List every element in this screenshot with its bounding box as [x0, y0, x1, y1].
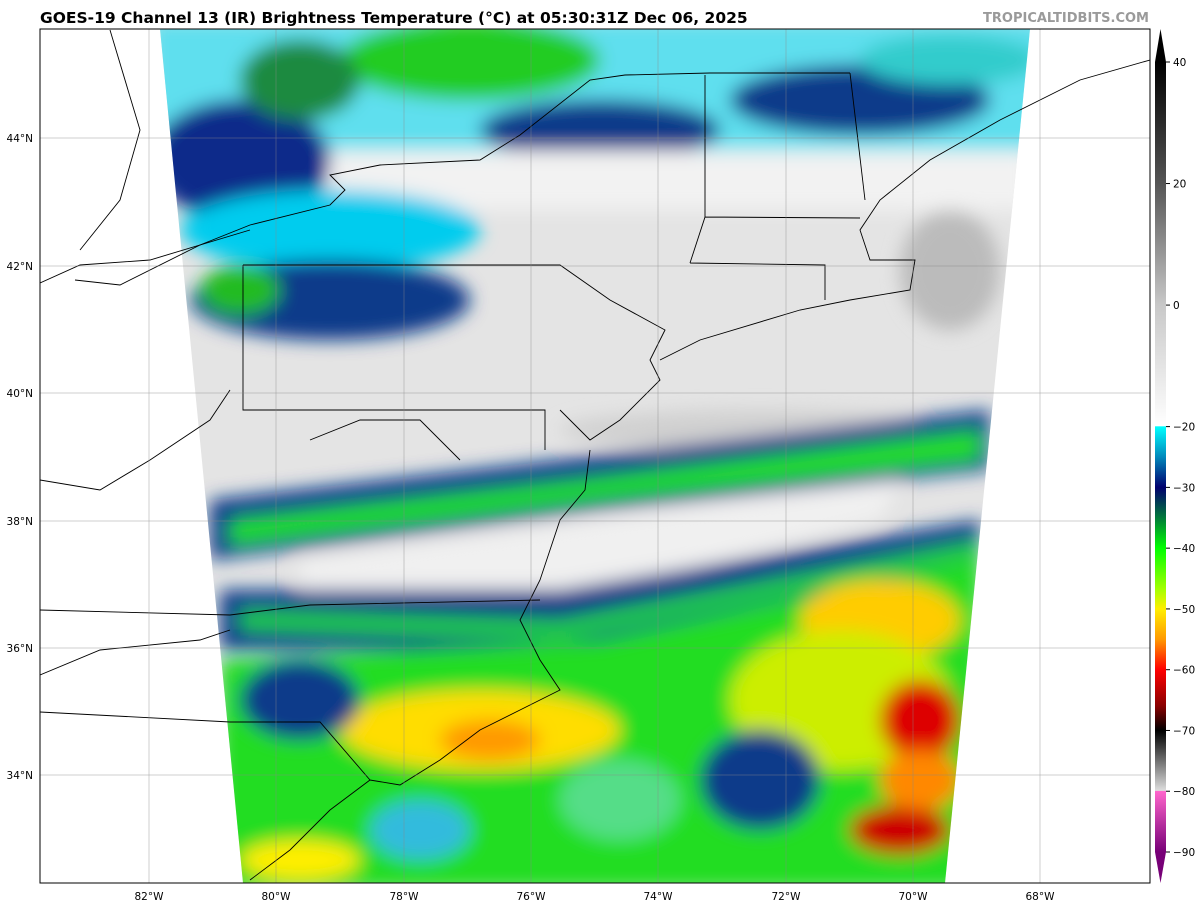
- colorbar-tick-label: −20: [1173, 422, 1195, 434]
- lat-axis: 44°N 42°N 40°N 38°N 36°N 34°N: [7, 133, 33, 782]
- map-area: [40, 29, 1150, 883]
- lon-axis: 82°W 80°W 78°W 76°W 74°W 72°W 70°W 68°W: [135, 891, 1056, 903]
- chart-title: GOES-19 Channel 13 (IR) Brightness Tempe…: [40, 9, 748, 27]
- colorbar-tick-label: −80: [1173, 786, 1195, 798]
- lon-label: 74°W: [644, 891, 674, 903]
- lon-label: 78°W: [390, 891, 420, 903]
- graticule: [40, 29, 1150, 883]
- ir-imagery: [160, 29, 1030, 883]
- colorbar-tick-label: −40: [1173, 543, 1195, 555]
- lat-label: 42°N: [7, 261, 33, 273]
- colorbar-tick-label: 40: [1173, 57, 1186, 69]
- colorbar: 40 20 0 −20 −30 −40 −50 −60 −70 −80 −90: [1155, 29, 1195, 883]
- colorbar-scale: [1155, 62, 1166, 852]
- lat-label: 34°N: [7, 770, 33, 782]
- lon-label: 76°W: [517, 891, 547, 903]
- colorbar-tick-label: −50: [1173, 604, 1195, 616]
- lat-label: 38°N: [7, 516, 33, 528]
- colorbar-tick-label: −60: [1173, 665, 1195, 677]
- colorbar-top-arrow: [1155, 29, 1166, 62]
- colorbar-bottom-arrow: [1155, 852, 1166, 883]
- lon-label: 72°W: [772, 891, 802, 903]
- colorbar-tick-label: 20: [1173, 179, 1186, 191]
- lon-label: 82°W: [135, 891, 165, 903]
- lon-label: 68°W: [1026, 891, 1056, 903]
- coastlines-borders: [40, 29, 1150, 881]
- credit-watermark: TROPICALTIDBITS.COM: [983, 11, 1149, 26]
- colorbar-tick-label: −90: [1173, 847, 1195, 859]
- colorbar-tick-label: −30: [1173, 482, 1195, 494]
- lat-label: 36°N: [7, 643, 33, 655]
- lon-label: 80°W: [262, 891, 292, 903]
- map-frame: [39, 28, 1151, 884]
- colorbar-tick-label: 0: [1173, 300, 1180, 312]
- colorbar-tick-label: −70: [1173, 725, 1195, 737]
- lon-label: 70°W: [899, 891, 929, 903]
- lat-label: 40°N: [7, 388, 33, 400]
- lat-label: 44°N: [7, 133, 33, 145]
